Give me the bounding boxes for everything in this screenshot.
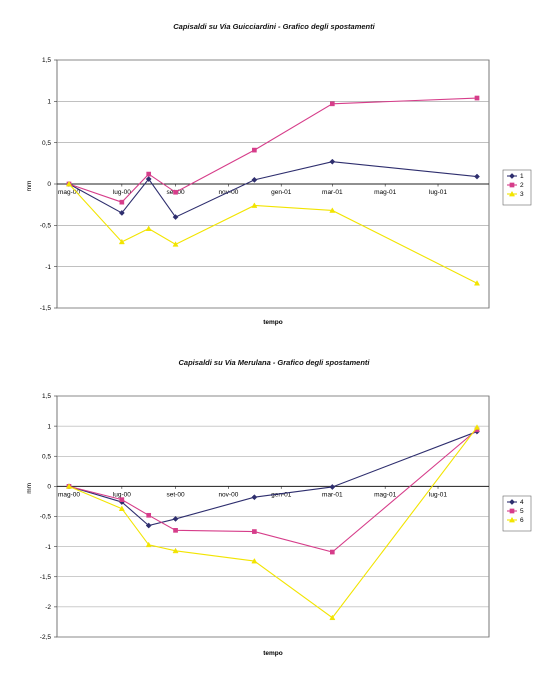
- data-point-square: [330, 101, 335, 107]
- x-tick-label: mar-01: [322, 189, 343, 196]
- x-tick-label: gen-01: [271, 491, 292, 498]
- y-tick-label: 1: [47, 99, 51, 106]
- y-axis-label: mm: [26, 181, 33, 192]
- y-tick-label: -0,5: [40, 514, 52, 521]
- x-tick-label: mar-01: [322, 491, 343, 498]
- data-point-square: [509, 182, 515, 188]
- y-tick-label: -0,5: [40, 223, 52, 230]
- data-point-triangle: [508, 516, 516, 523]
- data-point-diamond: [474, 173, 480, 180]
- x-tick-label: lug-00: [113, 189, 131, 196]
- data-point-square: [474, 95, 480, 101]
- series-6: [65, 424, 481, 621]
- x-tick-label: lug-00: [113, 491, 131, 498]
- data-point-triangle: [473, 280, 481, 286]
- x-tick-label: nov-00: [218, 491, 238, 498]
- y-tick-label: 0: [47, 484, 51, 491]
- y-tick-label: -1,5: [40, 305, 52, 312]
- data-point-square: [119, 199, 125, 205]
- data-point-triangle: [145, 225, 152, 231]
- y-tick-label: 1: [47, 423, 51, 430]
- data-point-triangle: [172, 241, 179, 247]
- legend-box: [502, 495, 532, 532]
- y-tick-label: 1,5: [42, 393, 51, 400]
- y-tick-label: -1,5: [40, 574, 52, 581]
- legend-label: 2: [520, 182, 524, 189]
- x-tick-label: mag-00: [58, 491, 80, 498]
- data-point-diamond: [172, 515, 179, 522]
- data-point-diamond: [509, 173, 515, 179]
- data-point-triangle: [473, 424, 481, 430]
- data-point-diamond: [329, 484, 336, 490]
- x-tick-label: gen-01: [271, 189, 292, 196]
- y-tick-label: -2: [45, 604, 51, 611]
- x-tick-label: set-00: [167, 491, 185, 498]
- y-tick-label: 0,5: [42, 140, 51, 147]
- x-axis-label: tempo: [263, 650, 283, 657]
- legend-box: [502, 169, 532, 206]
- chart-merulana: Capisaldi su Via Merulana - Grafico degl…: [0, 358, 548, 668]
- data-point-diamond: [509, 499, 515, 505]
- data-point-square: [119, 497, 125, 502]
- data-point-square: [146, 171, 152, 177]
- y-tick-label: -1: [45, 264, 51, 271]
- legend-label: 6: [520, 517, 524, 524]
- data-point-diamond: [172, 214, 179, 221]
- y-axis-label: mm: [26, 483, 33, 494]
- data-point-triangle: [172, 547, 179, 554]
- data-point-diamond: [329, 158, 336, 165]
- chart-svg: 1,5 1 0,5 0 -0,5 -1 -1,5 -2 -2,5 mag-00 lug-00 set-…: [26, 393, 532, 657]
- y-tick-label: 0,5: [42, 453, 51, 460]
- legend: 4 5 6: [502, 495, 532, 532]
- data-point-square: [173, 528, 178, 533]
- chart-title: Capisaldi su Via Merulana - Grafico degl…: [178, 358, 370, 367]
- legend-label: 3: [520, 191, 524, 198]
- y-tick-label: -2,5: [40, 634, 52, 641]
- y-tick-label: 1,5: [42, 57, 51, 64]
- data-point-diamond: [251, 494, 258, 501]
- data-point-square: [252, 147, 257, 153]
- x-tick-label: lug-01: [429, 189, 447, 196]
- x-tick-label: mag-00: [58, 189, 80, 196]
- data-point-diamond: [145, 176, 152, 182]
- legend-label: 5: [520, 508, 524, 515]
- x-axis-label: tempo: [263, 319, 283, 326]
- chart-guicciardini: Capisaldi su Via Guicciardini - Grafico …: [0, 22, 548, 332]
- data-point-square: [173, 189, 178, 195]
- legend: 1 2 3: [502, 169, 532, 206]
- legend-label: 4: [520, 499, 524, 506]
- x-tick-label: mag-01: [374, 491, 396, 498]
- data-point-triangle: [329, 207, 336, 213]
- chart-svg: 1,510,50-0,5-1-1,5mag-00lug-00set-00nov-…: [26, 57, 532, 326]
- data-point-triangle: [251, 202, 258, 208]
- data-point-triangle: [65, 180, 73, 187]
- series-3: [65, 180, 481, 286]
- data-point-diamond: [145, 522, 152, 529]
- data-point-triangle: [329, 614, 336, 621]
- y-tick-label: 0: [47, 181, 51, 188]
- legend-label: 1: [520, 173, 524, 180]
- data-point-square: [330, 549, 335, 555]
- data-point-triangle: [145, 541, 152, 548]
- data-point-square: [509, 508, 515, 514]
- x-tick-label: lug-01: [429, 491, 447, 498]
- data-point-triangle: [251, 557, 258, 564]
- data-point-diamond: [251, 176, 258, 183]
- y-tick-label: -1: [45, 544, 51, 551]
- data-point-triangle: [65, 483, 73, 489]
- data-point-triangle: [118, 505, 125, 511]
- data-point-square: [146, 512, 152, 518]
- data-point-diamond: [118, 209, 125, 216]
- data-point-triangle: [508, 190, 516, 197]
- chart-title: Capisaldi su Via Guicciardini - Grafico …: [173, 22, 375, 31]
- x-tick-label: mag-01: [374, 189, 396, 196]
- data-point-square: [252, 529, 257, 534]
- data-point-triangle: [118, 238, 125, 245]
